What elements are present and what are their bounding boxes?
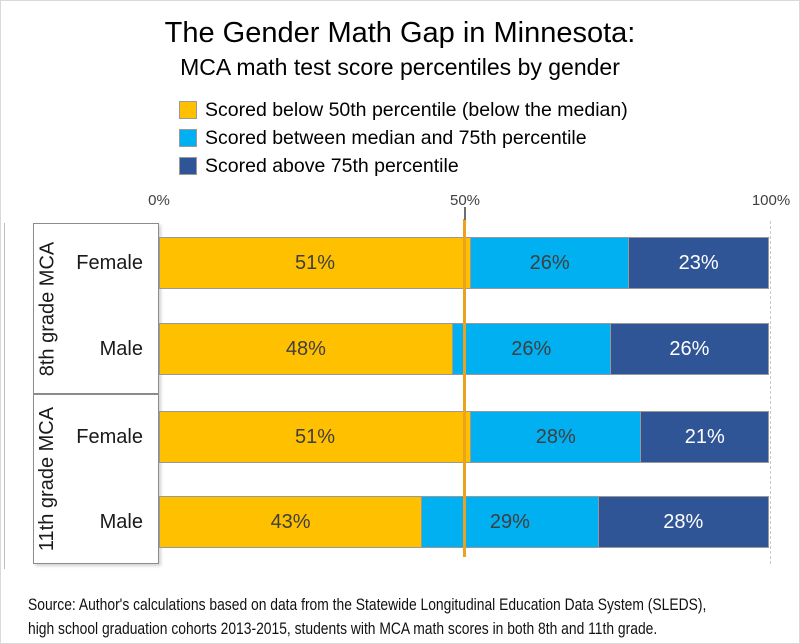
category-label: Male xyxy=(99,511,143,533)
source-note: Source: Author's calculations based on d… xyxy=(28,593,706,641)
bar-segment: 51% xyxy=(159,411,472,463)
axis-tick-label: 50% xyxy=(449,192,481,209)
chart-title: The Gender Math Gap in Minnesota: xyxy=(164,17,636,49)
bar-segment: 26% xyxy=(470,237,630,289)
bar-segment: 21% xyxy=(640,411,769,463)
legend-label: Scored between median and 75th percentil… xyxy=(205,126,587,149)
legend-item: Scored above 75th percentile xyxy=(179,154,628,177)
category-group-box xyxy=(33,223,159,394)
category-label: Female xyxy=(76,252,143,274)
group-axis-label: 11th grade MCA xyxy=(36,406,58,552)
category-label: Female xyxy=(76,426,143,448)
legend-swatch-icon xyxy=(179,157,197,175)
legend: Scored below 50th percentile (below the … xyxy=(179,98,628,177)
bar-segment: 28% xyxy=(597,496,769,548)
axis-tick-label: 0% xyxy=(148,192,170,209)
legend-item: Scored below 50th percentile (below the … xyxy=(179,98,628,121)
category-axis-line xyxy=(4,223,5,569)
category-label: Male xyxy=(99,338,143,360)
bar-segment: 29% xyxy=(421,496,599,548)
axis-tick-label: 100% xyxy=(751,192,791,209)
legend-label: Scored above 75th percentile xyxy=(205,154,459,177)
bar-row: 51% 26% 23% xyxy=(159,237,771,289)
bar-row: 48% 26% 26% xyxy=(159,323,771,375)
bar-segment: 48% xyxy=(159,323,453,375)
source-line-1: Source: Author's calculations based on d… xyxy=(28,596,707,614)
legend-swatch-icon xyxy=(179,101,197,119)
bar-segment: 28% xyxy=(470,411,642,463)
bar-segment: 26% xyxy=(451,323,611,375)
category-group-box xyxy=(33,394,159,564)
source-line-2: high school graduation cohorts 2013-2015… xyxy=(28,620,658,638)
tick-mark-50-percent xyxy=(464,207,466,220)
bar-segment: 43% xyxy=(159,496,423,548)
gridline-100-percent xyxy=(770,221,771,564)
chart-subtitle: MCA math test score percentiles by gende… xyxy=(180,54,620,80)
bar-segment: 26% xyxy=(609,323,769,375)
group-axis-label: 8th grade MCA xyxy=(36,241,58,376)
bar-row: 51% 28% 21% xyxy=(159,411,771,463)
legend-item: Scored between median and 75th percentil… xyxy=(179,126,628,149)
legend-label: Scored below 50th percentile (below the … xyxy=(205,98,628,121)
bar-row: 43% 29% 28% xyxy=(159,496,771,548)
bar-segment: 23% xyxy=(628,237,769,289)
bar-segment: 51% xyxy=(159,237,472,289)
median-reference-line xyxy=(463,219,466,557)
legend-swatch-icon xyxy=(179,129,197,147)
